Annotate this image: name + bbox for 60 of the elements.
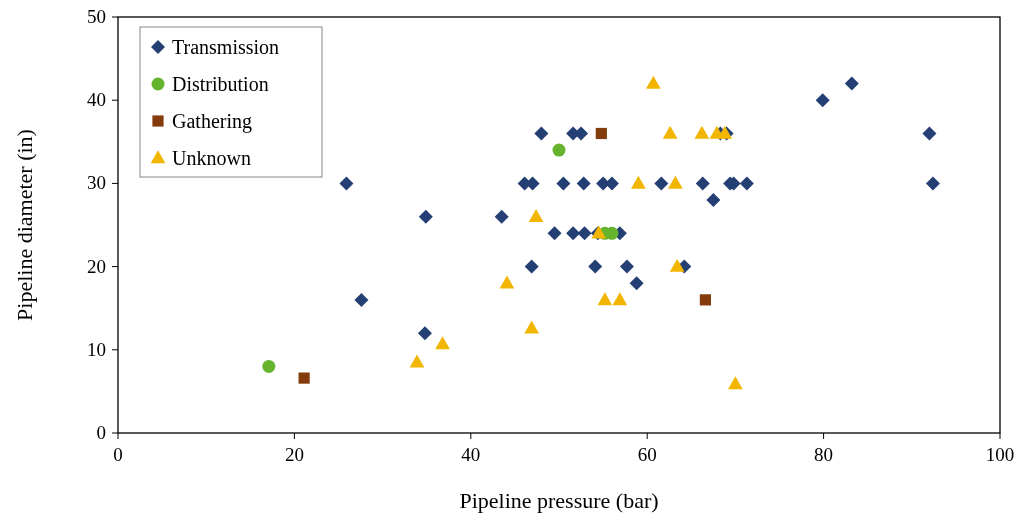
- point: [739, 176, 754, 191]
- point: [524, 320, 540, 334]
- x-tick-label: 20: [284, 444, 304, 465]
- point: [597, 292, 613, 306]
- point: [552, 143, 566, 157]
- x-axis-title: Pipeline pressure (bar): [459, 488, 659, 513]
- legend-label: Unknown: [172, 147, 251, 169]
- point: [499, 275, 515, 289]
- y-tick-label: 30: [87, 172, 106, 194]
- x-tick-label: 40: [461, 444, 481, 465]
- point: [662, 125, 678, 139]
- x-tick-label: 0: [113, 444, 123, 465]
- y-tick-label: 50: [87, 6, 106, 27]
- point: [669, 258, 685, 272]
- point: [577, 226, 592, 241]
- point: [339, 176, 354, 191]
- point: [699, 294, 712, 306]
- point: [576, 176, 591, 191]
- point: [922, 126, 937, 141]
- point: [409, 354, 425, 368]
- point: [631, 175, 646, 189]
- point: [595, 127, 607, 140]
- x-tick-label: 60: [637, 444, 657, 465]
- point: [694, 125, 710, 139]
- point: [262, 359, 276, 373]
- point: [528, 208, 544, 222]
- y-tick-label: 10: [87, 338, 106, 360]
- point: [494, 209, 509, 224]
- point: [646, 75, 661, 89]
- point: [435, 336, 450, 350]
- legend-label: Transmission: [172, 36, 280, 58]
- point: [654, 176, 669, 191]
- point: [925, 176, 940, 191]
- legend-label: Gathering: [172, 110, 252, 133]
- y-axis-title: Pipeline diameter (in): [12, 129, 37, 321]
- point: [612, 292, 628, 306]
- legend-label: Distribution: [172, 73, 269, 95]
- point: [668, 175, 683, 189]
- point: [844, 76, 859, 91]
- point: [534, 126, 549, 141]
- y-tick-label: 20: [87, 255, 106, 277]
- x-tick-label: 80: [814, 444, 834, 465]
- point: [417, 326, 432, 341]
- y-tick-label: 0: [96, 422, 106, 443]
- y-tick-label: 40: [87, 89, 106, 111]
- point: [298, 372, 310, 384]
- point: [588, 259, 603, 274]
- point: [815, 93, 830, 108]
- point: [556, 176, 571, 191]
- point: [695, 176, 710, 191]
- point: [619, 259, 634, 274]
- point: [354, 292, 369, 307]
- point: [706, 193, 721, 208]
- point: [418, 209, 433, 224]
- point: [728, 376, 743, 390]
- x-tick-label: 100: [985, 444, 1015, 465]
- point: [629, 276, 644, 291]
- point: [524, 259, 539, 274]
- point: [566, 226, 581, 241]
- point: [547, 226, 562, 241]
